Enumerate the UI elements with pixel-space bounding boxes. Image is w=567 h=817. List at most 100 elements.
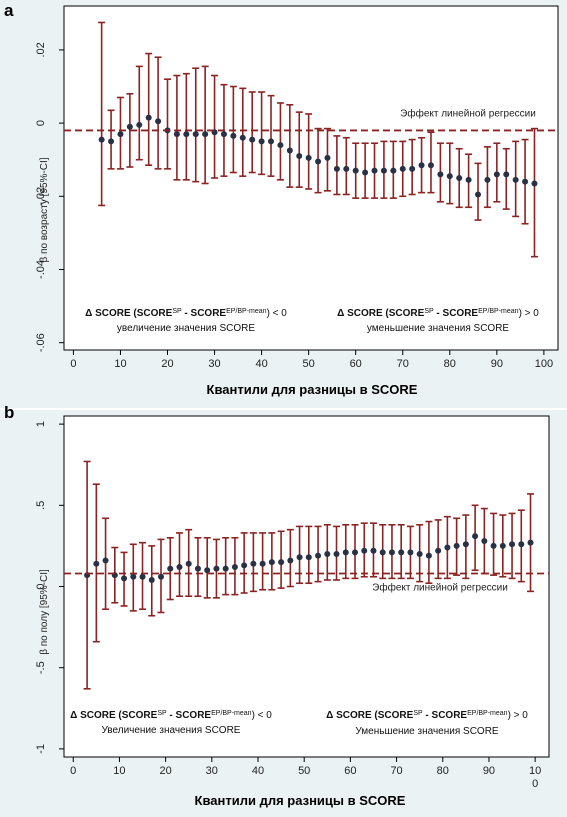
panel-b-point <box>176 564 183 571</box>
panel-a-point <box>268 138 275 145</box>
panel-a-point <box>343 165 350 172</box>
panel-a-point <box>98 136 105 143</box>
panel-b-x-tick-label: 20 <box>159 765 171 777</box>
panel-a-y-tick-label: -.02 <box>35 187 47 206</box>
panel-a-annotation-right-line1: Δ SCORE (SCORESP - SCOREEP/BP-mean) > 0 <box>337 308 539 320</box>
panel-b-point <box>388 549 395 556</box>
panel-a-x-tick-label: 10 <box>114 358 126 370</box>
panel-b-x-tick-label: 80 <box>437 765 449 777</box>
panel-b-annotation-left: Δ SCORE (SCORESP - SCOREEP/BP-mean) < 0 У… <box>70 710 272 737</box>
panel-b-annotation-left-line1: Δ SCORE (SCORESP - SCOREEP/BP-mean) < 0 <box>70 710 272 722</box>
panel-a-point <box>380 167 387 174</box>
panel-a-point <box>277 142 284 149</box>
panel-a-point <box>456 175 463 181</box>
panel-a-point <box>202 131 209 138</box>
panel-b-y-tick-label: 1 <box>35 421 47 427</box>
panel-a-annotation-left-line2: увеличение значения SCORE <box>117 323 255 334</box>
panel-b: b Эффект линейной регрессии Δ SCORE (SCO… <box>0 403 567 817</box>
panel-a-y-axis-label: β по возрасту [95%-CI] <box>39 157 50 262</box>
panel-a-letter: a <box>4 1 14 20</box>
panel-a-point <box>145 114 152 121</box>
panel-b-point <box>407 549 414 556</box>
panel-a-x-tick-label: 40 <box>255 358 267 370</box>
panel-b-point <box>342 549 349 556</box>
panel-a-point <box>418 162 425 169</box>
panel-a-point <box>475 191 482 198</box>
panel-b-point <box>398 549 405 556</box>
panel-b-x-ticks: 0 10 20 30 40 50 60 70 80 90 100 <box>70 757 541 790</box>
panel-b-annotation-right-part-2: - SCORE <box>423 710 468 721</box>
panel-b-point <box>148 577 155 584</box>
panel-b-annotation-right: Δ SCORE (SCORESP - SCOREEP/BP-mean) > 0 У… <box>326 710 528 738</box>
panel-a-point <box>136 121 143 128</box>
panel-b-point <box>462 541 469 548</box>
panel-b-y-tick-label: .5 <box>35 501 47 510</box>
panel-b-annotation-left-line2: Увеличение значения SCORE <box>102 725 241 736</box>
panel-b-y-tick-label: -1 <box>35 744 47 754</box>
panel-a-annotation-right-part-2: - SCORE <box>434 308 479 319</box>
panel-a-point <box>239 134 246 141</box>
panel-b-point <box>435 547 442 554</box>
panel-a-x-ticks: 0 10 20 30 40 50 60 70 80 90 100 <box>70 350 553 370</box>
panel-a-x-tick-label: 20 <box>161 358 173 370</box>
panel-b-point <box>416 551 423 558</box>
panel-a-point <box>446 173 453 180</box>
panel-b-x-tick-label: 90 <box>483 765 495 777</box>
panel-b-point <box>278 559 285 566</box>
panel-b-point <box>204 567 211 574</box>
panel-b-point <box>518 541 525 548</box>
panel-a-points <box>98 114 538 198</box>
panel-a-point <box>192 131 199 138</box>
panel-a-point <box>484 176 491 183</box>
panel-b-point <box>527 539 534 546</box>
panel-b-point <box>490 542 497 549</box>
panel-b-annotation-left-part-1: SP <box>157 710 167 717</box>
panel-a-x-axis-label: Квантили для разницы в SCORE <box>207 382 418 397</box>
panel-b-y-ticks: 1 .5 0 -.5 -1 <box>35 421 64 754</box>
panel-a-annotation-right: Δ SCORE (SCORESP - SCOREEP/BP-mean) > 0 у… <box>337 308 539 335</box>
panel-a-point <box>362 169 369 176</box>
panel-b-point <box>324 551 331 558</box>
panel-b-y-axis-label: β по полу [95%-CI] <box>39 569 50 655</box>
panel-b-annotation-left-part-4: ) < 0 <box>252 710 273 721</box>
panel-b-point <box>370 547 377 554</box>
panel-b-point <box>472 533 479 540</box>
panel-b-point <box>167 565 174 572</box>
panel-a-annotation-left-part-4: ) < 0 <box>267 308 288 319</box>
panel-b-x-tick-label: 10 <box>529 765 541 777</box>
panel-a-y-tick-label: 0 <box>35 120 47 126</box>
panel-a-annotation-right-part-1: SP <box>424 308 434 315</box>
panel-a-annotation-left-part-2: - SCORE <box>182 308 227 319</box>
panel-b-reference-label: Эффект линейной регрессии <box>372 582 508 594</box>
panel-b-x-tick-label: 10 <box>113 765 125 777</box>
panel-b-x-tick-label: 70 <box>390 765 402 777</box>
panel-b-point <box>481 538 488 545</box>
panel-b-points <box>84 533 534 584</box>
panel-a-x-tick-label: 0 <box>70 358 76 370</box>
panel-b-point <box>268 559 275 566</box>
panel-b-point <box>499 542 506 549</box>
panel-b-point <box>139 573 146 580</box>
panel-a-point <box>315 158 322 165</box>
panel-a-point <box>352 167 359 174</box>
panel-b-point <box>222 565 229 572</box>
panel-a-point <box>512 176 519 183</box>
panel-a-annotation-left: Δ SCORE (SCORESP - SCOREEP/BP-mean) < 0 у… <box>85 308 287 335</box>
panel-b-x-tick-label: 0 <box>532 778 538 790</box>
panel-a-point <box>117 131 124 138</box>
panel-b-point <box>213 565 220 572</box>
panel-a-x-tick-label: 70 <box>397 358 409 370</box>
panel-a-x-tick-label: 80 <box>444 358 456 370</box>
panel-a-point <box>390 167 397 174</box>
panel-b-point <box>287 557 294 564</box>
panel-a-point <box>333 165 340 172</box>
panel-b-point <box>241 562 248 569</box>
panel-b-point <box>315 552 322 559</box>
panel-b-x-axis-label: Квантили для разницы в SCORE <box>195 793 406 808</box>
panel-b-x-tick-label: 30 <box>206 765 218 777</box>
panel-b-x-tick-label: 50 <box>298 765 310 777</box>
panel-b-point <box>158 573 164 580</box>
panel-a-point <box>230 132 237 139</box>
panel-a-x-tick-label: 60 <box>350 358 362 370</box>
